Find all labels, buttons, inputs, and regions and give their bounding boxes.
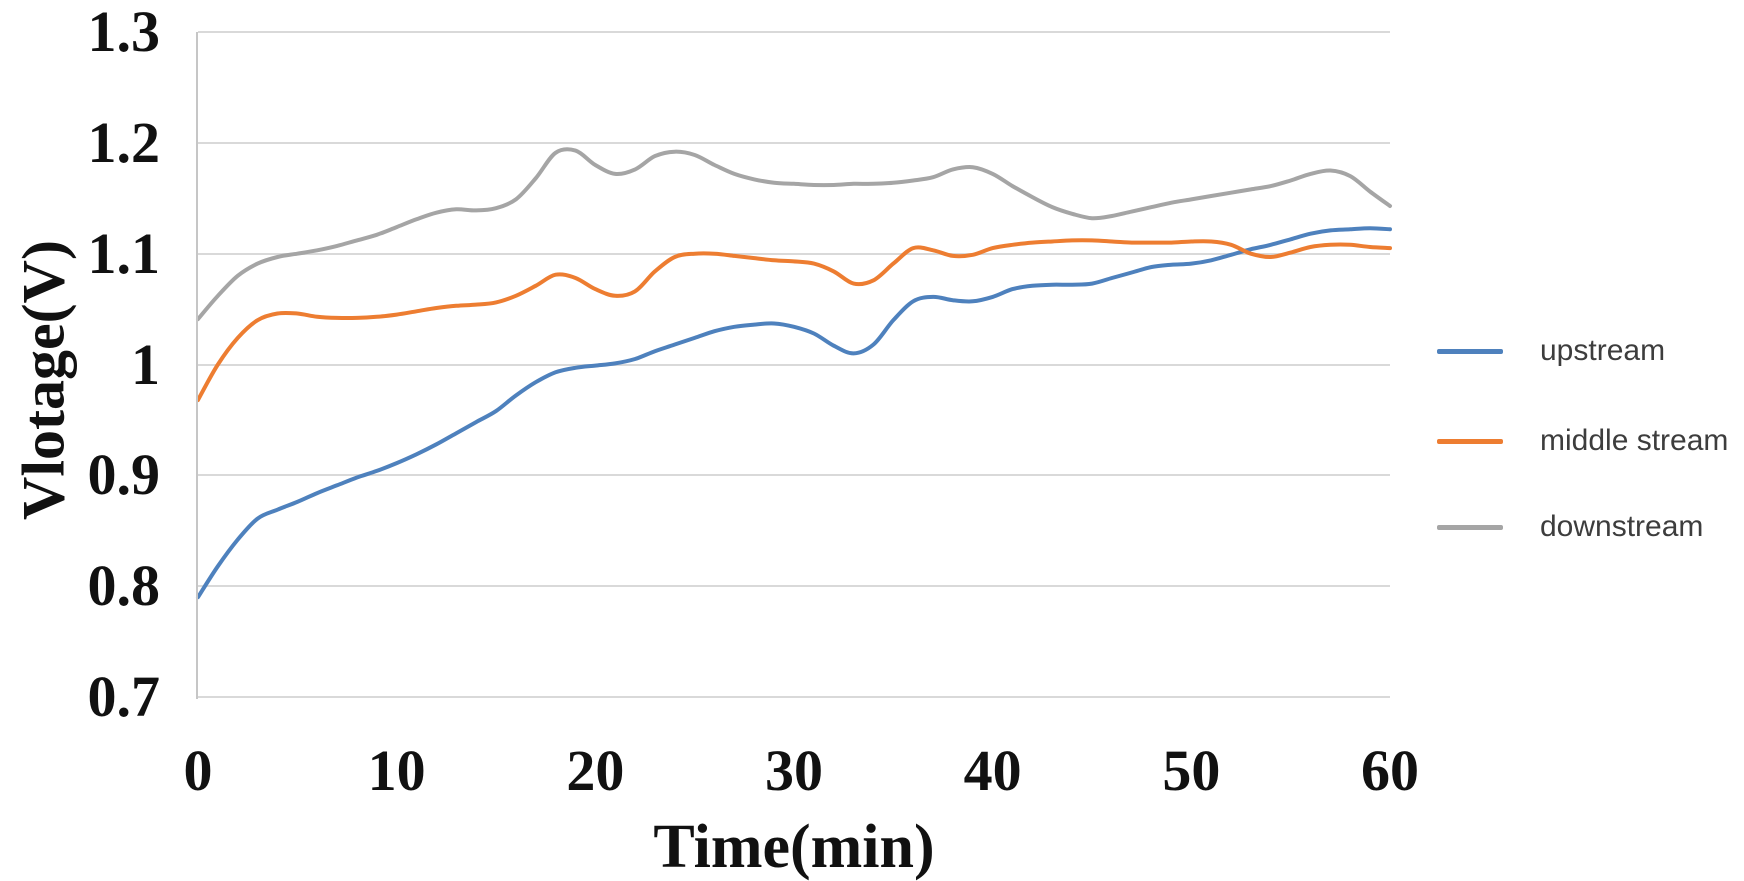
legend-item-upstream: upstream	[1437, 331, 1665, 371]
legend-label: middle stream	[1540, 424, 1729, 457]
series-line-downstream	[196, 147, 1392, 322]
plot-area	[196, 31, 1392, 698]
gridline	[198, 252, 1390, 255]
gridline	[198, 585, 1390, 588]
legend-label: upstream	[1540, 334, 1666, 367]
series-line-middle-stream	[196, 238, 1392, 402]
x-tick-label: 40	[963, 738, 1022, 803]
x-tick-label: 60	[1361, 738, 1419, 803]
gridline	[198, 474, 1390, 477]
x-tick-label: 30	[765, 738, 823, 803]
y-tick-label: 0.7	[87, 664, 161, 729]
gridline	[198, 696, 1390, 698]
y-tick-label: 0.8	[87, 553, 161, 619]
legend-label: downstream	[1540, 510, 1704, 543]
y-tick-label: 0.9	[87, 442, 161, 508]
gridline	[198, 363, 1390, 366]
x-tick-label: 10	[367, 738, 426, 803]
y-tick-label: 1.1	[87, 220, 161, 286]
legend-line-swatch-middle-stream	[1437, 438, 1503, 444]
x-tick-label: 20	[566, 738, 625, 803]
y-axis-line	[196, 32, 198, 699]
x-axis-title: Time(min)	[653, 813, 935, 881]
series-lines	[196, 147, 1392, 600]
legend-line-swatch-upstream	[1437, 348, 1503, 354]
x-tick-label: 50	[1162, 738, 1221, 803]
y-tick-label: 1	[131, 331, 160, 397]
legend-item-middle-stream: middle stream	[1437, 421, 1728, 461]
series-line-upstream	[196, 226, 1392, 600]
gridline	[198, 141, 1390, 144]
y-tick-label: 1.2	[87, 109, 161, 175]
y-tick-label: 1.3	[87, 0, 161, 64]
x-tick-label: 0	[183, 738, 213, 803]
gridline	[198, 31, 1390, 33]
legend-item-downstream: downstream	[1437, 507, 1703, 547]
legend-line-swatch-downstream	[1437, 524, 1503, 530]
